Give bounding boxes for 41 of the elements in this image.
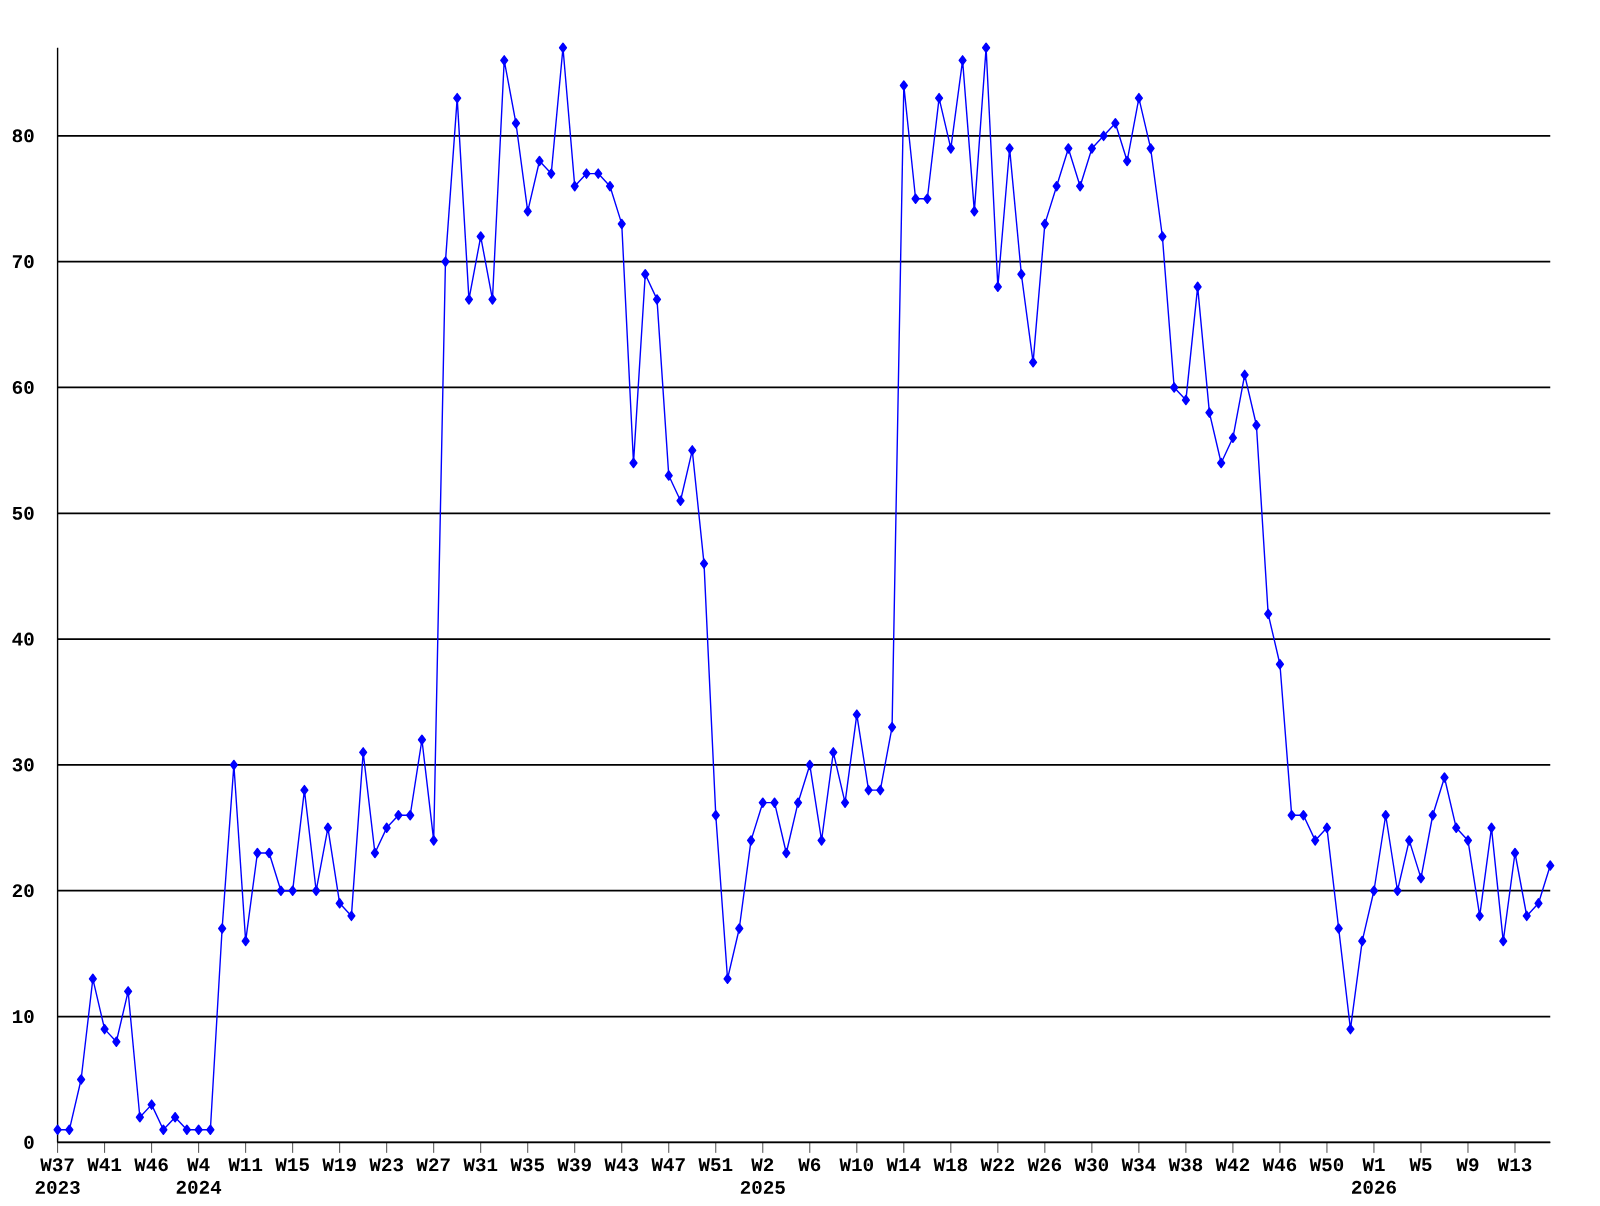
x-tick-label: W34 bbox=[1121, 1158, 1156, 1172]
x-tick-label: W30 bbox=[1074, 1158, 1109, 1172]
x-tick-label: W27 bbox=[416, 1158, 450, 1172]
y-tick-label: 50 bbox=[12, 506, 34, 520]
x-tick-label: W10 bbox=[839, 1158, 873, 1172]
x-tick-label: W13 bbox=[1497, 1158, 1532, 1172]
x-tick-label: W31 bbox=[463, 1158, 498, 1172]
x-tick-label: W15 bbox=[275, 1158, 309, 1172]
x-tick-label: W5 bbox=[1409, 1158, 1432, 1172]
x-tick-label: W6 bbox=[798, 1158, 821, 1172]
x-tick-label: W9 bbox=[1456, 1158, 1479, 1172]
x-tick-label: W38 bbox=[1168, 1158, 1203, 1172]
x-tick-label: W22 bbox=[980, 1158, 1015, 1172]
x-tick-label: W42 bbox=[1215, 1158, 1250, 1172]
y-tick-label: 80 bbox=[12, 129, 34, 143]
x-tick-label: W14 bbox=[886, 1158, 921, 1172]
x-tick-label: W11 bbox=[228, 1158, 263, 1172]
y-tick-label: 0 bbox=[24, 1135, 34, 1150]
x-tick-label: W35 bbox=[510, 1158, 545, 1172]
x-tick-label: W46 bbox=[134, 1158, 168, 1172]
x-tick-label: W50 bbox=[1309, 1158, 1344, 1172]
y-tick-label: 40 bbox=[12, 632, 34, 646]
y-tick-label: 20 bbox=[12, 884, 34, 898]
x-tick-label: W43 bbox=[604, 1158, 639, 1172]
x-tick-label: W47 bbox=[651, 1158, 685, 1172]
y-tick-label: 10 bbox=[12, 1010, 34, 1024]
x-tick-label: W37 2023 bbox=[35, 1158, 80, 1195]
x-tick-label: W2 2025 bbox=[740, 1158, 785, 1195]
x-tick-label: W1 2026 bbox=[1352, 1158, 1396, 1194]
x-tick-label: W19 bbox=[322, 1158, 356, 1172]
x-tick-label: W51 bbox=[698, 1158, 733, 1172]
y-tick-label: 30 bbox=[12, 758, 34, 772]
x-tick-label: W41 bbox=[87, 1158, 122, 1172]
x-tick-label: W39 bbox=[557, 1158, 591, 1172]
x-tick-label: W18 bbox=[933, 1158, 968, 1172]
x-tick-label: W46 bbox=[1262, 1158, 1297, 1172]
x-tick-label: W23 bbox=[369, 1158, 404, 1172]
x-tick-label: W26 bbox=[1027, 1158, 1062, 1172]
y-tick-label: 60 bbox=[12, 381, 34, 395]
y-tick-label: 70 bbox=[12, 255, 34, 269]
x-tick-label: W4 2024 bbox=[176, 1158, 222, 1194]
